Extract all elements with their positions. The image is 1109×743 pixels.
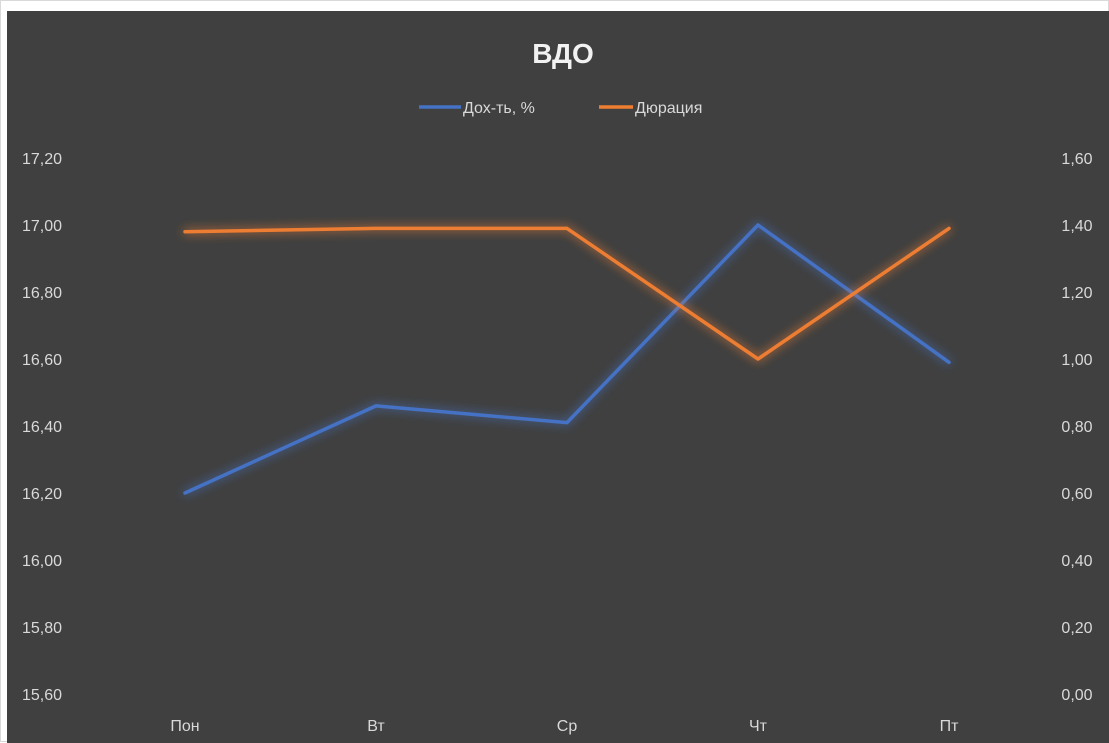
right-tick-label: 0,20 [1061, 620, 1092, 637]
left-tick-label: 16,20 [22, 486, 62, 503]
left-tick-label: 15,60 [22, 687, 62, 704]
left-tick-label: 16,00 [22, 553, 62, 570]
left-tick-label: 16,60 [22, 352, 62, 369]
legend-label: Дох-ть, % [463, 100, 535, 117]
left-tick-label: 16,40 [22, 419, 62, 436]
x-tick-label: Ср [557, 718, 578, 735]
line-chart: ВДО Дох-ть, % Дюрация 17,20 17,00 16,80 16,6… [22, 38, 1093, 735]
left-axis: 17,20 17,00 16,80 16,60 16,40 16,20 16,00 15,80… [22, 151, 62, 704]
right-tick-label: 0,00 [1061, 687, 1092, 704]
series-line-1 [183, 226, 951, 361]
left-tick-label: 17,20 [22, 151, 62, 168]
chart-area: ВДО Дох-ть, % Дюрация 17,20 17,00 16,80 16,6… [7, 11, 1109, 743]
right-axis: 1,60 1,40 1,20 1,00 0,80 0,60 0,40 0,20 0,00 [1061, 151, 1092, 704]
x-tick-label: Чт [749, 718, 768, 735]
left-tick-label: 17,00 [22, 218, 62, 235]
right-tick-label: 0,80 [1061, 419, 1092, 436]
right-tick-label: 0,40 [1061, 553, 1092, 570]
x-axis: Пон Вт Ср Чт Пт [170, 718, 959, 735]
left-tick-label: 16,80 [22, 285, 62, 302]
right-tick-label: 0,60 [1061, 486, 1092, 503]
series-line-0 [183, 223, 951, 495]
right-tick-label: 1,40 [1061, 218, 1092, 235]
x-tick-label: Пт [940, 718, 960, 735]
x-tick-label: Пон [170, 718, 199, 735]
series-layer [183, 223, 951, 495]
x-tick-label: Вт [367, 718, 385, 735]
legend: Дох-ть, % Дюрация [419, 100, 702, 117]
left-tick-label: 15,80 [22, 620, 62, 637]
legend-label: Дюрация [635, 100, 702, 117]
right-tick-label: 1,20 [1061, 285, 1092, 302]
right-tick-label: 1,00 [1061, 352, 1092, 369]
right-tick-label: 1,60 [1061, 151, 1092, 168]
chart-title: ВДО [532, 38, 594, 69]
